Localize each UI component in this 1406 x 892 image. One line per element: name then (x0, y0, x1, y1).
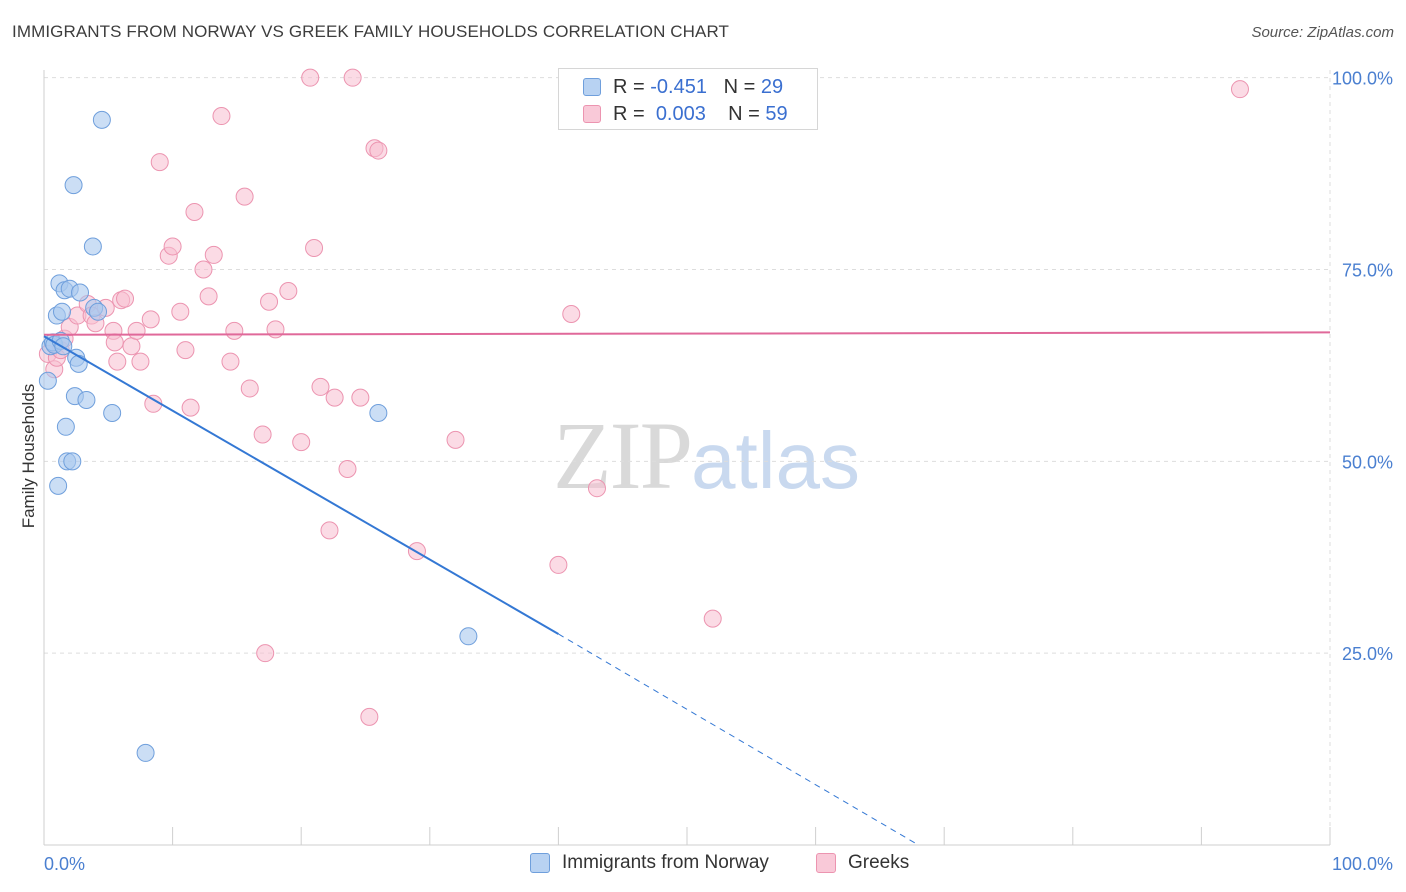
greeks-point (279, 281, 298, 300)
y-tick-label: 25.0% (1342, 644, 1393, 664)
greeks-point (260, 292, 279, 311)
trend-lines (43, 331, 1331, 846)
greeks-point (338, 460, 357, 479)
greeks-point (141, 310, 160, 329)
x-tick-label: 0.0% (44, 854, 85, 874)
greeks-point (1230, 80, 1249, 99)
greeks-swatch (583, 105, 601, 123)
legend-n-label: N = (723, 75, 756, 98)
legend-n-label: N = (728, 102, 760, 125)
legend-label-greeks: Greeks (848, 852, 910, 873)
greeks-swatch (816, 853, 836, 873)
greeks-point (181, 398, 200, 417)
norway-point (63, 452, 82, 471)
greeks-point (562, 305, 581, 324)
greeks-point (163, 237, 182, 256)
norway-trend-line (43, 335, 559, 635)
legend-row-norway: R = -0.451 N = 29 (583, 74, 783, 100)
norway-point (103, 403, 122, 422)
norway-swatch (530, 853, 550, 873)
y-tick-label: 50.0% (1342, 452, 1393, 472)
legend-r-value: -0.451 (650, 75, 707, 98)
legend-r-value: 0.003 (655, 102, 706, 125)
chart-title: IMMIGRANTS FROM NORWAY VS GREEK FAMILY H… (12, 22, 730, 41)
norway-point (89, 302, 108, 321)
norway-point (83, 237, 102, 256)
norway-point (92, 110, 111, 129)
series-legend: Immigrants from Norway Greeks (0, 852, 1406, 876)
legend-item-greeks[interactable]: Greeks (816, 852, 909, 874)
greeks-point (320, 521, 339, 540)
legend-r-label: R = (613, 75, 645, 98)
greeks-point (122, 337, 141, 356)
tick-labels: 25.0% 50.0% 75.0% 100.0% 0.0% 100.0% (44, 69, 1393, 874)
norway-point (49, 476, 68, 495)
greeks-point (221, 352, 240, 371)
greeks-point (253, 425, 272, 444)
greeks-point (127, 321, 146, 340)
greeks-point (369, 141, 388, 160)
greeks-point (292, 433, 311, 452)
norway-swatch (583, 78, 601, 96)
gridlines (44, 70, 1331, 845)
y-axis-label: Family Households (19, 384, 38, 529)
norway-point (459, 627, 478, 646)
greeks-point (204, 245, 223, 264)
greeks-point (343, 68, 362, 87)
correlation-legend: R = -0.451 N = 29 R = 0.003 N = 59 (558, 68, 818, 130)
greeks-point (176, 341, 195, 360)
greeks-point (194, 260, 213, 279)
greeks-point (105, 333, 124, 352)
legend-r-label: R = (613, 102, 645, 125)
greeks-point (150, 153, 169, 172)
y-tick-label: 100.0% (1332, 69, 1393, 89)
legend-item-norway[interactable]: Immigrants from Norway (530, 852, 769, 874)
watermark-atlas: atlas (691, 416, 860, 505)
greeks-point (185, 202, 204, 221)
greeks-point (587, 479, 606, 498)
norway-point (64, 176, 83, 195)
greeks-point (305, 239, 324, 258)
watermark: ZIPatlas (553, 400, 860, 511)
norway-trend-extension (558, 633, 919, 846)
greeks-point (116, 289, 135, 308)
greeks-point (301, 68, 320, 87)
legend-label-norway: Immigrants from Norway (562, 852, 769, 873)
greeks-point (235, 187, 254, 206)
legend-n-value: 29 (760, 75, 784, 98)
norway-point (38, 371, 57, 390)
greeks-point (199, 287, 218, 306)
greeks-point (171, 302, 190, 321)
greeks-point (703, 609, 722, 628)
norway-point (56, 417, 75, 436)
norway-point (69, 354, 88, 373)
greeks-points (38, 68, 1249, 726)
greeks-point (225, 321, 244, 340)
greeks-point (256, 644, 275, 663)
greeks-point (131, 352, 150, 371)
norway-point (53, 302, 72, 321)
legend-n-value: 59 (765, 102, 788, 125)
x-tick-label: 100.0% (1332, 854, 1393, 874)
greeks-point (240, 379, 259, 398)
norway-point (369, 403, 388, 422)
y-tick-label: 75.0% (1342, 261, 1393, 281)
norway-point (77, 390, 96, 409)
legend-row-greeks: R = 0.003 N = 59 (583, 101, 788, 127)
axes (43, 70, 1331, 846)
greeks-point (360, 707, 379, 726)
greeks-point (351, 388, 370, 407)
watermark-zip: ZIP (553, 402, 693, 509)
norway-point (136, 743, 155, 762)
greeks-point (549, 555, 568, 574)
greeks-point (212, 107, 231, 126)
greeks-trend-line (43, 331, 1331, 336)
greeks-point (311, 377, 330, 396)
source-label: Source: ZipAtlas.com (1251, 24, 1394, 41)
greeks-point (108, 352, 127, 371)
greeks-point (446, 430, 465, 449)
norway-point (71, 283, 90, 302)
greeks-point (325, 388, 344, 407)
